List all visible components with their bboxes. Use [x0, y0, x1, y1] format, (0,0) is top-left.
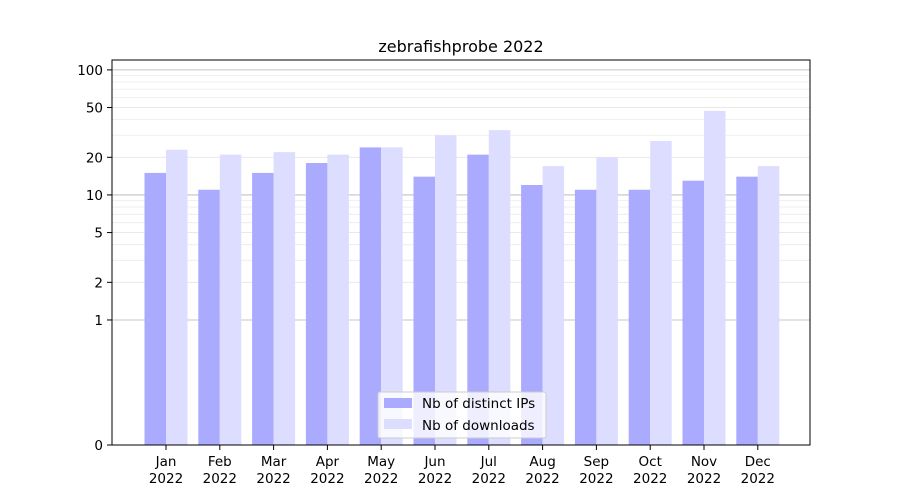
- x-tick-label-year: 2022: [203, 471, 237, 487]
- bar-distinct-ips: [521, 185, 543, 445]
- x-tick-label-month: Aug: [529, 454, 555, 470]
- x-tick-label-month: Jul: [480, 454, 497, 470]
- bar-downloads: [757, 166, 780, 445]
- bar-downloads: [488, 130, 511, 445]
- bar-distinct-ips: [144, 172, 166, 445]
- x-tick-label-year: 2022: [418, 471, 452, 487]
- x-tick-label-month: Apr: [316, 454, 340, 470]
- y-tick-label: 1: [94, 313, 103, 329]
- x-tick-label-year: 2022: [633, 471, 667, 487]
- legend: Nb of distinct IPs Nb of downloads: [377, 391, 547, 439]
- x-tick-label-year: 2022: [310, 471, 344, 487]
- plot-frame: [111, 59, 811, 446]
- y-tick-label: 10: [86, 188, 103, 204]
- bar-downloads: [381, 147, 403, 446]
- x-tick-label-year: 2022: [525, 471, 559, 487]
- bar-downloads: [327, 154, 349, 446]
- bar-downloads: [273, 152, 296, 445]
- legend-swatch-distinct-ips: [384, 398, 412, 408]
- x-axis: Jan2022Feb2022Mar2022Apr2022May2022Jun20…: [149, 445, 775, 487]
- bar-downloads: [596, 157, 618, 445]
- bar-distinct-ips: [198, 189, 220, 445]
- x-tick-label-month: Feb: [208, 454, 232, 470]
- bar-distinct-ips: [574, 189, 597, 445]
- bar-distinct-ips: [682, 180, 704, 445]
- bar-downloads: [650, 140, 672, 445]
- y-tick-label: 5: [94, 226, 103, 242]
- x-tick-label-year: 2022: [741, 471, 775, 487]
- x-tick-label-year: 2022: [472, 471, 506, 487]
- bar-downloads: [542, 166, 565, 445]
- x-tick-label-year: 2022: [256, 471, 290, 487]
- bars: [144, 110, 780, 446]
- x-tick-label-month: Oct: [639, 454, 662, 470]
- x-tick-label-month: Jun: [423, 454, 445, 470]
- bar-distinct-ips: [359, 147, 382, 446]
- y-tick-label: 100: [77, 63, 103, 79]
- y-tick-label: 50: [86, 101, 103, 117]
- y-tick-label: 2: [94, 275, 103, 291]
- bar-distinct-ips: [252, 172, 274, 445]
- x-tick-label-month: Dec: [745, 454, 771, 470]
- x-tick-label-month: Sep: [584, 454, 609, 470]
- x-tick-label-month: Mar: [261, 454, 287, 470]
- bar-downloads: [704, 110, 726, 445]
- y-axis: 0 1 2 5 10 20 50 100: [77, 63, 112, 454]
- bar-downloads: [166, 149, 188, 446]
- y-tick-label: 20: [86, 150, 103, 166]
- bar-distinct-ips: [467, 154, 489, 446]
- bar-distinct-ips: [628, 189, 651, 445]
- bar-downloads: [435, 135, 457, 445]
- chart-title: zebrafishprobe 2022: [378, 37, 543, 56]
- x-tick-label-month: Nov: [691, 454, 717, 470]
- legend-swatch-downloads: [384, 419, 412, 429]
- bar-downloads: [219, 154, 242, 446]
- y-tick-label: 0: [94, 438, 103, 454]
- x-tick-label-year: 2022: [687, 471, 721, 487]
- x-tick-label-year: 2022: [364, 471, 398, 487]
- x-tick-label-month: Jan: [155, 454, 177, 470]
- bar-distinct-ips: [305, 163, 328, 445]
- bar-distinct-ips: [413, 176, 435, 445]
- x-tick-label-year: 2022: [149, 471, 183, 487]
- legend-box: [377, 391, 547, 439]
- x-tick-label-month: May: [367, 454, 395, 470]
- legend-label-downloads: Nb of downloads: [422, 418, 535, 434]
- x-tick-label-year: 2022: [579, 471, 613, 487]
- legend-label-distinct-ips: Nb of distinct IPs: [422, 396, 535, 412]
- bar-distinct-ips: [736, 176, 758, 445]
